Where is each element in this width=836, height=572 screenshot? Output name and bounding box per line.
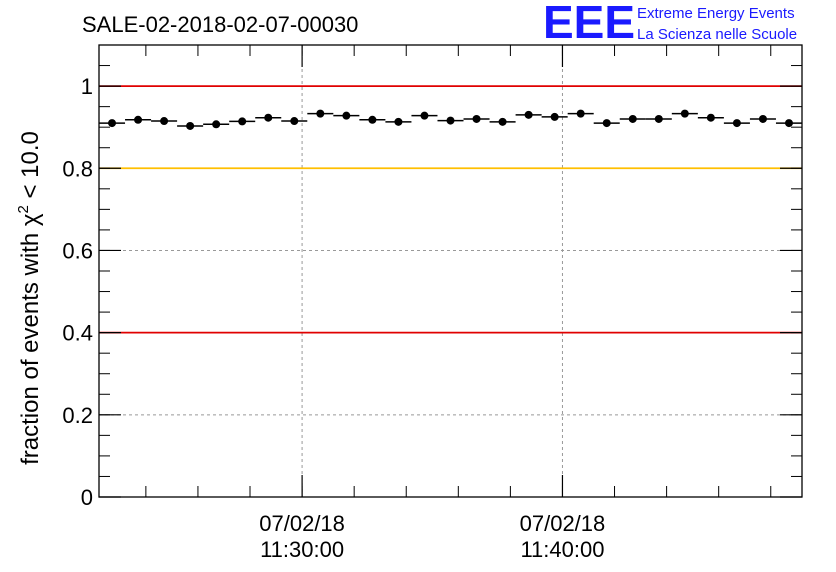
data-point (212, 120, 221, 129)
data-point (108, 119, 117, 128)
data-markers (99, 109, 802, 130)
eee-logo-line1: Extreme Energy Events (637, 5, 795, 22)
svg-text:fraction of events with χ2 < 1: fraction of events with χ2 < 10.0 (15, 131, 44, 465)
data-point (628, 114, 637, 123)
plot-frame (98, 44, 803, 498)
y-tick-label: 0.8 (62, 156, 93, 181)
data-point (472, 114, 481, 123)
data-point (784, 119, 793, 128)
y-axis-label-sup: 2 (15, 205, 32, 213)
x-tick-label-time: 11:40:00 (520, 537, 604, 562)
data-point (498, 117, 507, 126)
data-point (420, 111, 429, 120)
eee-logo: EEE Extreme Energy Events La Scienza nel… (543, 0, 797, 48)
y-tick-label: 0.4 (62, 321, 93, 346)
data-point (706, 113, 715, 122)
data-point (394, 117, 403, 126)
data-point (316, 109, 325, 118)
data-point (446, 116, 455, 125)
data-point (576, 109, 585, 118)
data-point (368, 115, 377, 124)
data-point (732, 119, 741, 128)
axis-ticks (99, 44, 802, 498)
data-point (238, 117, 247, 126)
axis-labels: 00.20.40.60.8107/02/1811:30:0007/02/1811… (62, 74, 605, 562)
data-point (602, 119, 611, 128)
x-tick-label-date: 07/02/18 (259, 511, 345, 536)
y-axis-label-tail: < 10.0 (17, 131, 44, 205)
y-tick-label: 1 (81, 74, 93, 99)
x-tick-label-time: 11:30:00 (260, 537, 344, 562)
grid-lines (99, 45, 802, 497)
reference-lines (99, 85, 802, 334)
data-point (160, 117, 169, 126)
data-point (758, 114, 767, 123)
data-point (134, 115, 143, 124)
data-point (524, 110, 533, 119)
data-point (264, 113, 273, 122)
y-axis-label: fraction of events with χ2 < 10.0 (15, 131, 44, 465)
data-point (342, 111, 351, 120)
chart-title: SALE-02-2018-02-07-00030 (82, 12, 358, 37)
y-axis-label-main: fraction of events with χ (17, 213, 44, 465)
data-point (680, 109, 689, 118)
eee-logo-line2: La Scienza nelle Scuole (637, 26, 797, 43)
data-point (290, 117, 299, 126)
y-tick-label: 0 (81, 485, 93, 510)
data-point (186, 121, 195, 130)
y-tick-label: 0.2 (62, 403, 93, 428)
data-point (550, 112, 559, 121)
eee-logo-letters: EEE (543, 0, 635, 48)
data-point (654, 114, 663, 123)
x-tick-label-date: 07/02/18 (520, 511, 606, 536)
y-tick-label: 0.6 (62, 238, 93, 263)
